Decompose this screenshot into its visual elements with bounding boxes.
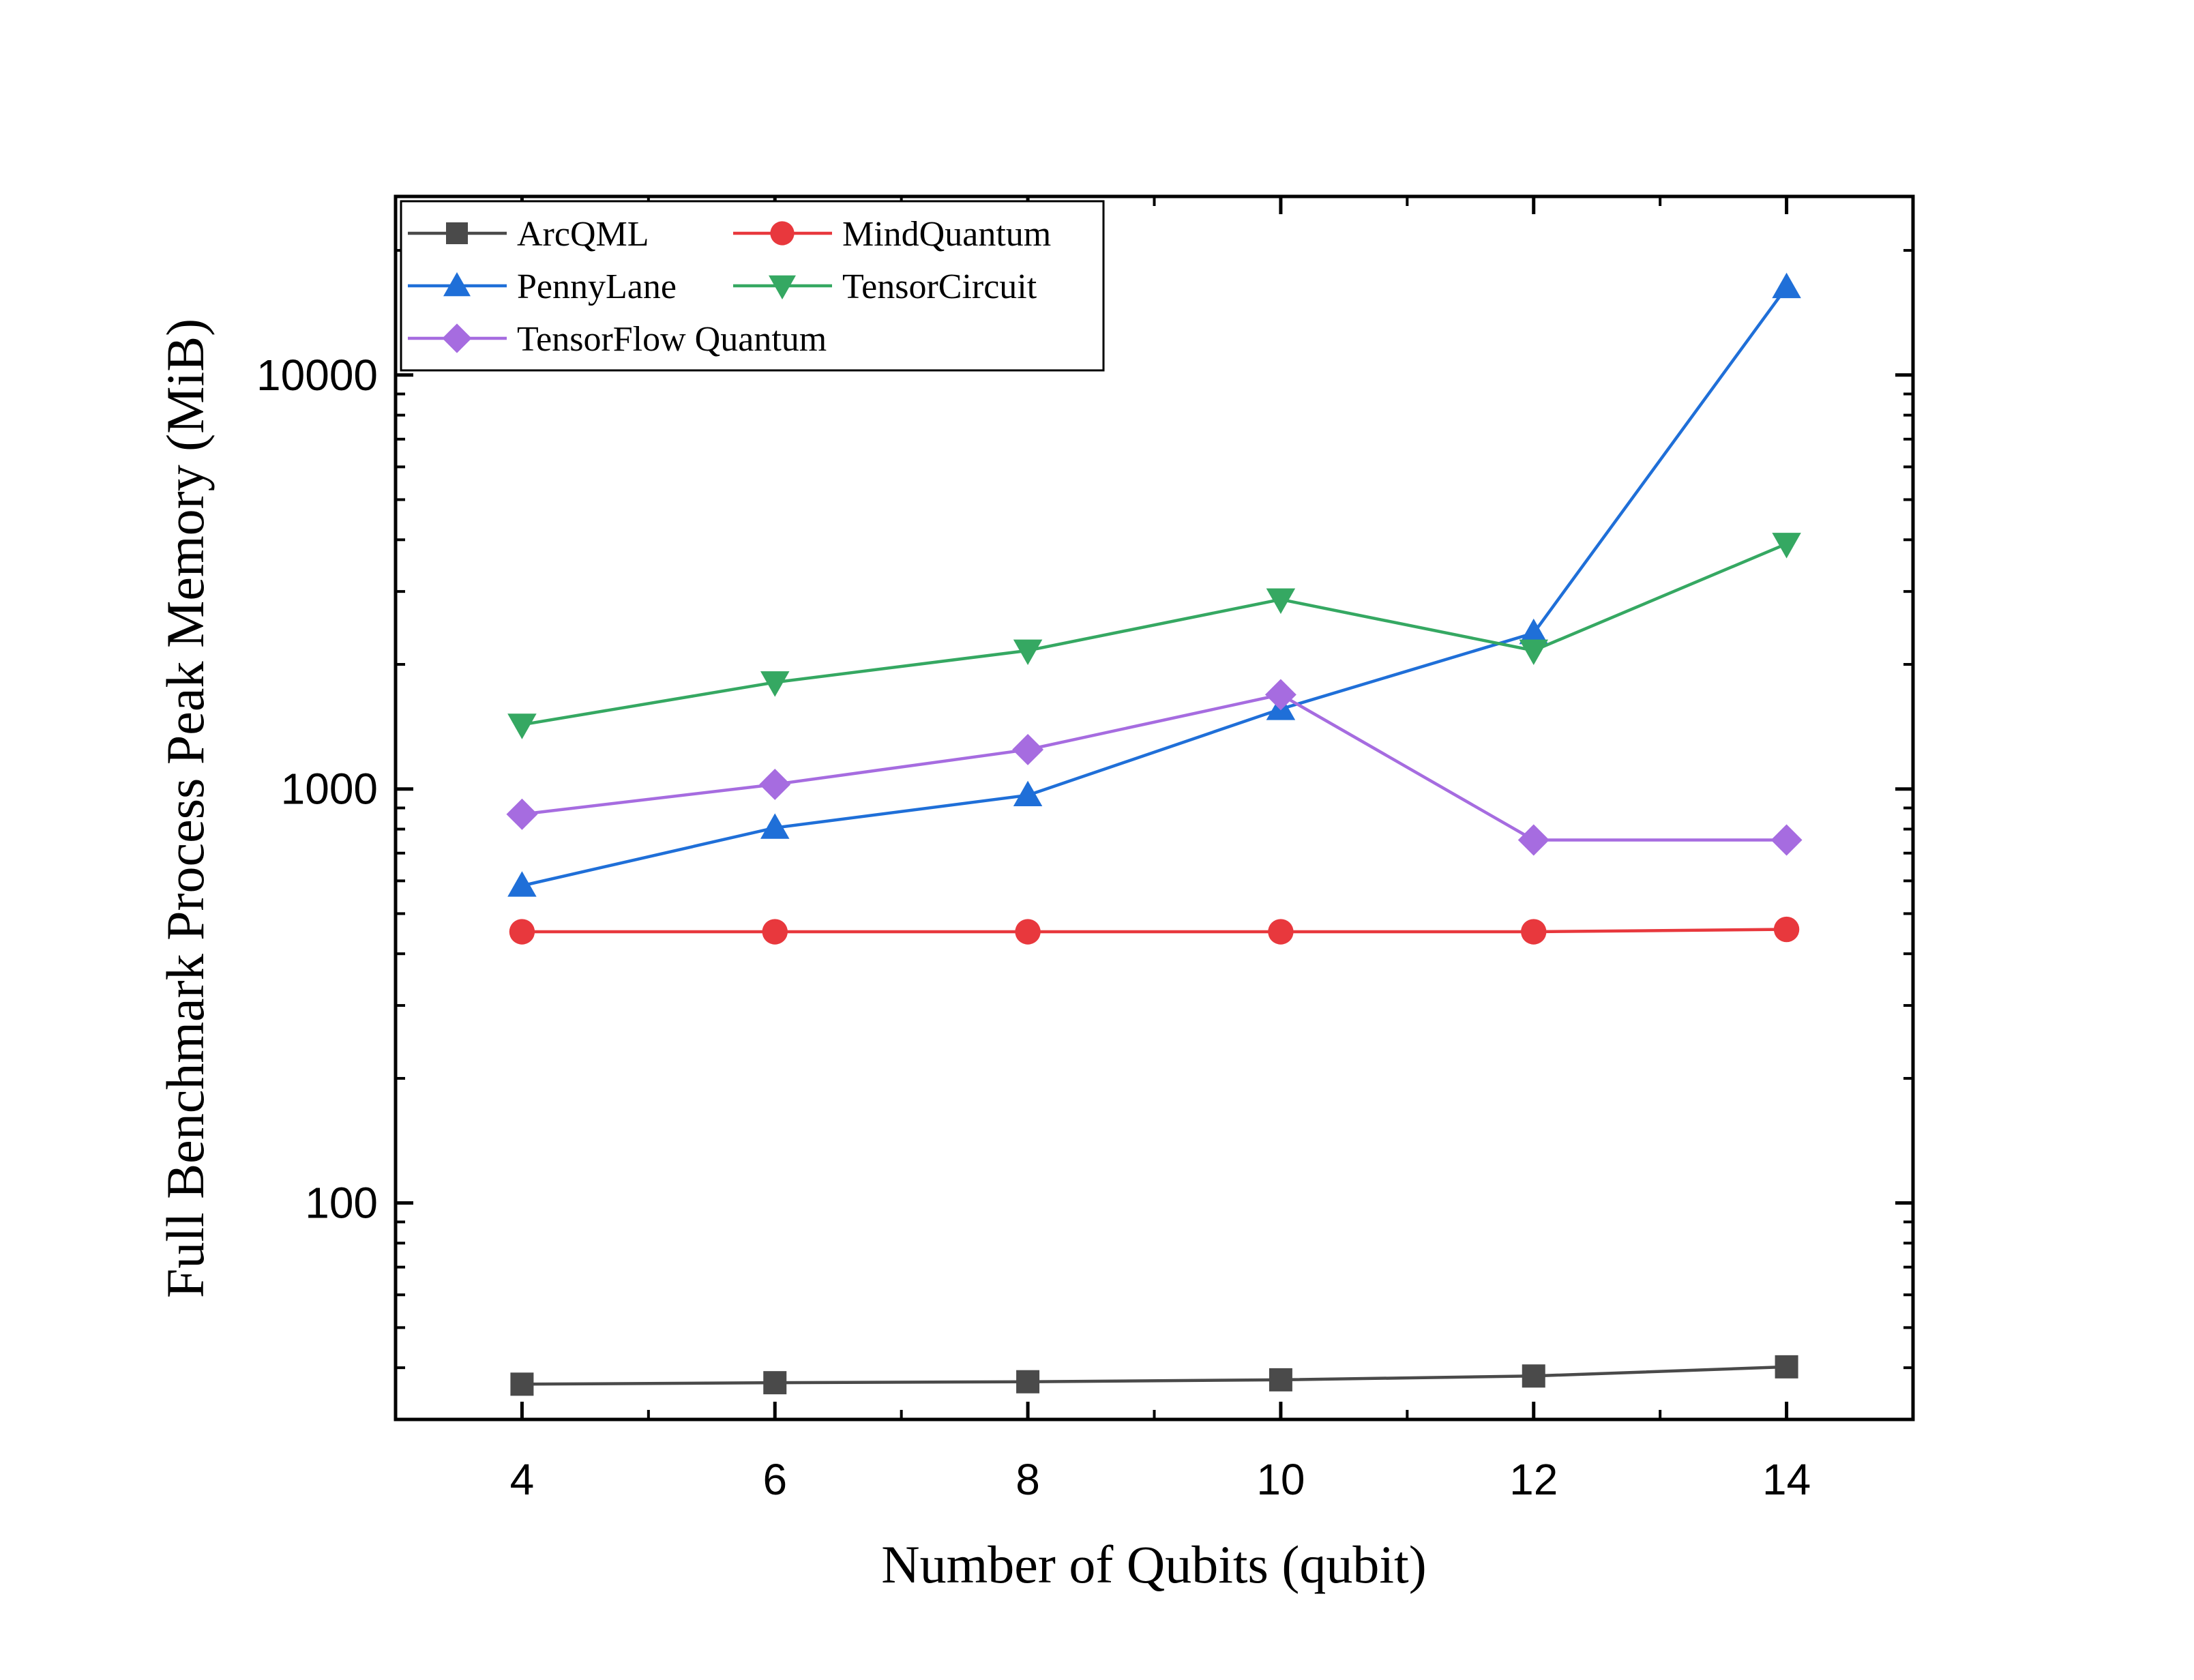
data-point-tensorflow-quantum [1770,824,1803,856]
legend-swatch-marker [446,222,468,244]
y-tick-label: 1000 [281,765,378,814]
data-point-arcqml [1775,1355,1798,1379]
data-point-mindquantum [1773,916,1800,943]
data-point-mindquantum [1268,919,1294,945]
data-point-mindquantum [1015,919,1041,945]
y-axis: 100 1000 10000 [256,249,1913,1370]
legend-swatch-marker [443,272,471,297]
legend-label: ArcQML [517,215,649,254]
data-point-mindquantum [509,919,535,945]
x-tick-label: 8 [1016,1455,1040,1504]
data-point-tensorcircuit [507,713,537,739]
series-tensorflow-quantum [506,679,1803,856]
legend-swatch-marker [769,275,796,299]
x-axis: 4 6 8 10 12 14 [510,196,1811,1504]
data-point-pennylane [507,871,537,897]
y-tick-label: 10000 [256,351,378,400]
y-axis-title: Full Benchmark Process Peak Memory (MiB) [155,319,215,1298]
legend-item-pennylane: PennyLane [408,267,677,306]
data-point-arcqml [510,1372,534,1396]
data-point-pennylane [1013,780,1043,806]
x-tick-label: 12 [1509,1455,1558,1504]
series-line-tensorcircuit [522,542,1788,726]
legend-label: TensorFlow Quantum [517,320,827,359]
series-tensorcircuit [507,533,1801,739]
data-point-tensorcircuit [760,671,790,697]
legend-item-tensorcircuit: TensorCircuit [733,267,1037,306]
series-arcqml [510,1355,1798,1396]
series-line-tensorflow-quantum [522,693,1787,842]
data-point-tensorcircuit [1772,533,1801,559]
data-point-pennylane [1519,618,1548,645]
legend: ArcQML MindQuantum PennyLane TensorCircuit T… [400,200,1105,372]
legend-item-tensorflow-quantum: TensorFlow Quantum [408,320,827,359]
x-tick-label: 6 [762,1455,787,1504]
data-point-tensorflow-quantum [506,798,538,830]
y-tick-label: 100 [305,1179,378,1228]
series-line-pennylane [521,286,1788,887]
data-point-arcqml [1016,1370,1040,1394]
data-point-mindquantum [762,919,788,945]
plot-area [396,196,1913,1419]
data-point-tensorflow-quantum [1517,824,1550,856]
series-mindquantum [509,916,1800,945]
x-tick-label: 10 [1256,1455,1305,1504]
series-line-mindquantum [522,928,1787,934]
legend-item-arcqml: ArcQML [408,215,649,254]
data-point-tensorflow-quantum [1264,679,1296,711]
x-tick-label: 14 [1762,1455,1811,1504]
legend-label: PennyLane [517,267,677,306]
data-point-tensorflow-quantum [759,769,791,800]
data-point-arcqml [1522,1364,1545,1388]
legend-label: TensorCircuit [842,267,1037,306]
data-point-tensorcircuit [1013,639,1043,665]
x-tick-label: 4 [510,1455,535,1504]
data-point-tensorcircuit [1519,639,1548,665]
data-point-mindquantum [1521,919,1547,945]
data-point-tensorcircuit [1266,588,1296,615]
legend-swatch-marker [770,221,795,246]
legend-label: MindQuantum [842,215,1051,254]
data-point-pennylane [1772,272,1801,299]
series-line-arcqml [522,1365,1787,1386]
data-point-arcqml [1269,1368,1292,1391]
data-point-tensorflow-quantum [1012,734,1044,765]
series-layer [506,272,1803,1396]
legend-swatch-marker [442,323,472,353]
x-axis-title: Number of Qubits (qubit) [881,1535,1426,1594]
data-point-pennylane [760,813,790,839]
data-point-arcqml [763,1371,787,1395]
series-pennylane [507,272,1801,897]
legend-item-mindquantum: MindQuantum [733,215,1051,254]
